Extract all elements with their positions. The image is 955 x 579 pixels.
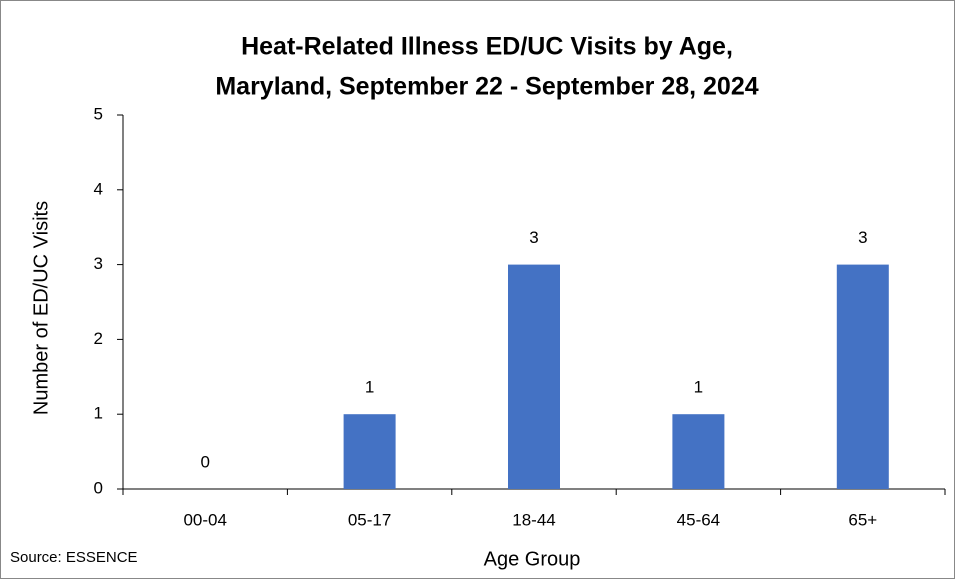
chart-title: Heat-Related Illness ED/UC Visits by Age… bbox=[241, 33, 733, 61]
bar bbox=[343, 414, 396, 489]
bar bbox=[672, 414, 725, 489]
y-tick-label: 2 bbox=[94, 329, 103, 348]
bar bbox=[836, 264, 889, 489]
x-tick-label: 65+ bbox=[848, 510, 877, 529]
y-tick-label: 3 bbox=[94, 254, 103, 273]
data-label: 3 bbox=[858, 228, 867, 247]
data-label: 3 bbox=[529, 228, 538, 247]
y-tick-label: 5 bbox=[94, 104, 103, 123]
x-tick-label: 45-64 bbox=[677, 510, 720, 529]
y-tick-label: 4 bbox=[94, 179, 103, 198]
y-axis-label: Number of ED/UC Visits bbox=[30, 201, 52, 415]
data-label: 1 bbox=[694, 378, 703, 397]
x-tick-label: 00-04 bbox=[183, 510, 226, 529]
data-label: 1 bbox=[365, 378, 374, 397]
source-note: Source: ESSENCE bbox=[10, 549, 138, 566]
x-tick-label: 18-44 bbox=[512, 510, 555, 529]
y-tick-label: 0 bbox=[94, 478, 103, 497]
data-label: 0 bbox=[200, 452, 209, 471]
bar bbox=[508, 264, 560, 489]
x-tick-label: 05-17 bbox=[348, 510, 391, 529]
chart-title: Maryland, September 22 - September 28, 2… bbox=[215, 73, 758, 101]
y-tick-label: 1 bbox=[94, 404, 103, 423]
x-axis-label: Age Group bbox=[484, 548, 581, 570]
